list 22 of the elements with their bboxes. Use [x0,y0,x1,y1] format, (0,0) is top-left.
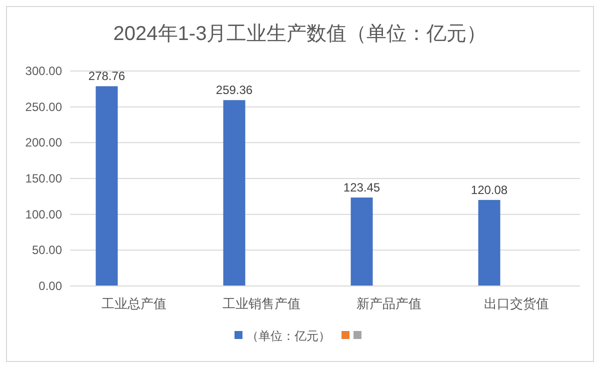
data-label: 120.08 [470,182,508,197]
x-tick-label: 工业销售产值 [222,296,300,311]
data-label: 278.76 [88,69,126,84]
x-tick-label: 工业总产值 [101,296,166,311]
y-tick-label: 300.00 [25,64,62,78]
bar [350,198,373,286]
y-tick-label: 50.00 [32,243,62,258]
legend: （单位：亿元） [234,329,362,343]
bar [223,100,246,286]
y-tick-label: 250.00 [25,100,62,114]
bar [96,86,118,286]
y-tick-label: 200.00 [25,136,62,150]
data-label: 259.36 [216,83,253,98]
bar [478,200,500,286]
chart-title: 2024年1-3月工业生产数值（单位：亿元） [113,23,487,45]
legend-label: （单位：亿元） [246,329,330,343]
y-tick-label: 150.00 [25,172,62,186]
y-tick-label: 0.00 [38,279,62,293]
y-tick-label: 100.00 [25,207,62,222]
x-tick-label: 新产品产值 [356,296,422,311]
data-label: 123.45 [343,180,380,195]
x-tick-label: 出口交货值 [484,296,549,311]
